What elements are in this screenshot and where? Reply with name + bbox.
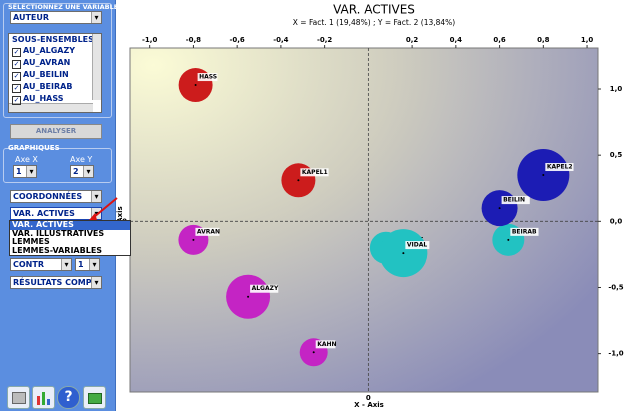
analyse-button[interactable]: ANALYSER (10, 124, 102, 139)
x-tick-label: 1,0 (581, 36, 594, 44)
scrollbar[interactable] (9, 103, 93, 112)
dropdown-option[interactable]: VAR. ILLUSTRATIVES (12, 228, 105, 238)
point-label-box (510, 227, 539, 236)
x-tick-label: -0,6 (230, 36, 245, 44)
point-label-box (405, 241, 430, 250)
point-label: KAHN (317, 341, 336, 348)
dropdown-option[interactable]: LEMMES (12, 237, 50, 246)
contr-value-select[interactable]: 1 (75, 258, 100, 271)
variable-group (3, 3, 112, 118)
dropdown-option[interactable]: VAR. ACTIVES (10, 220, 130, 230)
point-label-box (545, 163, 574, 172)
y-tick-label: 0,5 (610, 151, 623, 159)
x-tick-label: 0,8 (537, 36, 550, 44)
list-header: SOUS-ENSEMBLES (12, 35, 94, 44)
subset-label: AU_BEIRAB (23, 82, 73, 91)
y-tick-label: -1,0 (608, 350, 623, 358)
bubble-center (542, 174, 545, 177)
group-title: SÉLECTIONNEZ UNE VARIABLE (8, 3, 119, 11)
print-icon[interactable] (7, 386, 30, 409)
subset-list: SOUS-ENSEMBLES ✓ AU_ALGAZY ✓ AU_AVRAN ✓ AU_BE… (8, 33, 102, 113)
x-tick-label: -1,0 (142, 36, 157, 44)
subset-label: AU_ALGAZY (23, 46, 76, 55)
x-tick-label: 0,4 (450, 36, 463, 44)
x-tick-label: -0,2 (317, 36, 332, 44)
subset-label: AU_HASS (23, 94, 64, 103)
checkbox: ✓ (12, 60, 21, 69)
point-label-box (197, 73, 218, 82)
x-axis-label: X - Axis (354, 401, 384, 409)
subset-item[interactable]: ✓ AU_BEIRAB (12, 82, 72, 93)
bubble-center (247, 295, 250, 298)
sidebar: SÉLECTIONNEZ UNE VARIABLE AUTEUR SOUS-EN… (0, 0, 131, 411)
bubble-center (498, 207, 501, 210)
x-tick-label: -0,4 (273, 36, 288, 44)
point-label: KAPEL1 (302, 169, 328, 176)
chart-title: VAR. ACTIVES (333, 3, 415, 17)
chart-icon[interactable] (32, 386, 55, 409)
y-tick-label: 1,0 (610, 85, 623, 93)
dropdown-option[interactable]: LEMMES-VARIABLES (12, 245, 103, 255)
bubble-center (507, 238, 510, 241)
x-tick-label: -0,8 (186, 36, 201, 44)
results-select[interactable]: RÉSULTATS COMPL (10, 276, 102, 289)
group-title: GRAPHIQUES (8, 144, 60, 152)
bubble-center (192, 238, 195, 241)
home-icon[interactable] (83, 386, 106, 409)
point-label: VIDAL (407, 242, 428, 249)
point-label-box (195, 227, 220, 236)
checkbox: ✓ (12, 84, 21, 93)
scrollbar[interactable] (92, 34, 101, 100)
chart-subtitle: X = Fact. 1 (19,48%) ; Y = Fact. 2 (13,8… (293, 18, 456, 27)
point-label: KAPEL2 (547, 164, 573, 171)
point-label-box (501, 196, 530, 205)
variable-select[interactable]: AUTEUR (10, 11, 102, 24)
point-label-box (250, 284, 279, 293)
point-label: BEIRAB (512, 228, 537, 235)
bubble-center (312, 351, 315, 354)
axis-y-select[interactable]: 2 (70, 165, 94, 178)
axis-x-select[interactable]: 1 (13, 165, 37, 178)
bubble-center (402, 252, 405, 255)
checkbox: ✓ (12, 72, 21, 81)
axis-y-label: Axe Y (70, 155, 93, 164)
plot-area (129, 47, 599, 393)
subset-item[interactable]: ✓ AU_BEILIN (12, 70, 69, 81)
checkbox: ✓ (12, 48, 21, 57)
point-label: ALGAZY (252, 285, 279, 292)
display-dropdown: VAR. ACTIVES VAR. ILLUSTRATIVES LEMMES LEMM… (9, 220, 131, 256)
checkbox: ✓ (12, 96, 21, 105)
y-tick-label: -0,5 (608, 283, 623, 291)
bubble-center (194, 84, 197, 87)
contr-select[interactable]: CONTR (10, 258, 72, 271)
point-label: AVRAN (197, 228, 220, 235)
axis-x-label: Axe X (15, 155, 38, 164)
subset-label: AU_BEILIN (23, 70, 69, 79)
x-tick-label: 0,2 (406, 36, 419, 44)
subset-item[interactable]: ✓ AU_HASS (12, 94, 64, 105)
help-icon[interactable]: ? (57, 386, 80, 409)
point-label-box (300, 168, 329, 177)
subset-item[interactable]: ✓ AU_AVRAN (12, 58, 70, 69)
bubble-center (297, 179, 300, 182)
point-label: BEILIN (503, 197, 525, 204)
point-label-box (315, 340, 336, 349)
x-tick-label: 0 (366, 394, 371, 402)
point-label: HASS (199, 74, 217, 81)
graph-group (3, 148, 112, 183)
y-tick-label: 0,0 (610, 217, 623, 225)
subset-label: AU_AVRAN (23, 58, 71, 67)
coordinates-select[interactable]: COORDONNÉES (10, 190, 102, 203)
display-select[interactable]: VAR. ACTIVES (10, 207, 102, 220)
subset-item[interactable]: ✓ AU_ALGAZY (12, 46, 75, 57)
x-tick-label: 0,6 (493, 36, 506, 44)
